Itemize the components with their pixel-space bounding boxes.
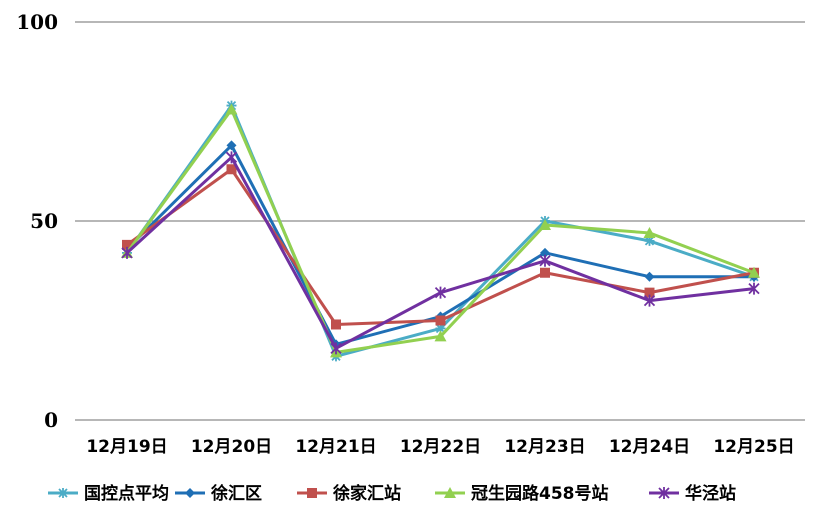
y-tick-label: 50 [30, 209, 58, 233]
data-point [122, 239, 132, 250]
data-point [226, 164, 237, 175]
data-point [330, 342, 342, 355]
data-point [748, 282, 760, 295]
legend-item: 冠生园路458号站 [435, 483, 609, 504]
data-point [225, 103, 238, 115]
legend-label: 华泾站 [685, 483, 736, 504]
data-point [658, 487, 670, 499]
data-point [58, 488, 68, 498]
legend-label: 徐汇区 [210, 483, 262, 504]
data-point [644, 235, 655, 246]
x-tick-label: 12月24日 [609, 437, 690, 457]
data-point [644, 287, 655, 298]
data-point [435, 315, 446, 326]
data-point [435, 323, 446, 334]
y-tick-label: 100 [16, 10, 58, 34]
x-tick-label: 12月25日 [713, 437, 794, 457]
series-5 [121, 151, 760, 355]
data-point [121, 246, 133, 259]
y-tick-label: 0 [44, 408, 58, 432]
data-point [225, 151, 238, 164]
x-tick-label: 12月21日 [295, 437, 376, 457]
data-point [331, 319, 341, 330]
grid-layer [75, 21, 805, 421]
data-point [539, 218, 551, 230]
series-layer [121, 100, 760, 362]
x-tick-label: 12月23日 [504, 437, 585, 457]
legend-label: 冠生园路458号站 [471, 483, 609, 504]
data-point [540, 267, 550, 278]
data-point [643, 226, 656, 238]
series-line [126, 167, 755, 326]
x-axis-ticks: 12月19日 12月20日 12月21日 12月22日 12月23日 12月24日 12月2… [86, 437, 794, 457]
legend-item: 国控点平均 [48, 483, 169, 504]
x-tick-label: 12月19日 [86, 437, 167, 457]
data-point [644, 271, 655, 282]
data-point [444, 487, 456, 498]
y-axis-ticks: 0 50 100 [16, 10, 58, 432]
data-point [643, 294, 656, 307]
legend-item: 徐家汇站 [297, 483, 401, 504]
data-point [434, 330, 447, 342]
data-point [185, 488, 195, 498]
data-point [748, 266, 760, 278]
x-tick-label: 12月20日 [191, 437, 272, 457]
data-point [434, 286, 447, 299]
legend-label: 徐家汇站 [332, 483, 401, 504]
data-point [226, 140, 237, 151]
data-point [540, 247, 550, 258]
legend: 国控点平均 徐汇区 徐家汇站 冠生园路458号站 华泾站 [48, 483, 736, 504]
x-tick-label: 12月22日 [400, 437, 481, 457]
legend-item: 华泾站 [649, 483, 736, 504]
data-point [539, 254, 551, 267]
legend-label: 国控点平均 [84, 483, 169, 504]
data-point [307, 488, 317, 498]
legend-item: 徐汇区 [175, 483, 262, 504]
